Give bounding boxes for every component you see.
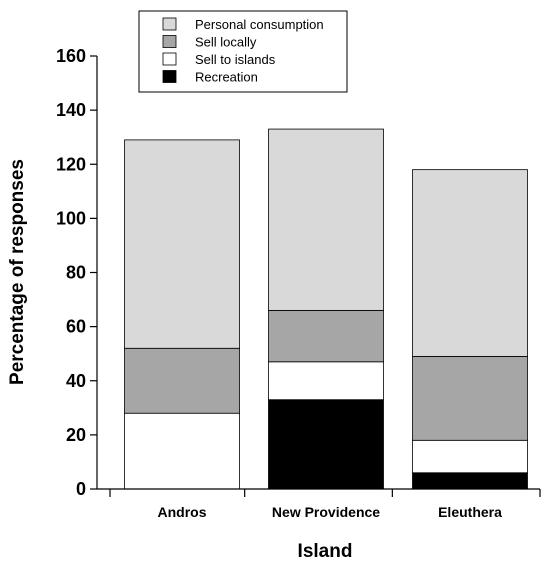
bar-andros-personal-consumption	[124, 139, 240, 349]
bar-new-providence-personal-consumption	[268, 128, 384, 311]
legend-label-sell-to-islands: Sell to islands	[195, 52, 276, 67]
legend-label-sell-locally: Sell locally	[195, 35, 257, 50]
legend: Personal consumption Sell locally Sell to …	[138, 10, 348, 93]
x-tick-label-new-providence: New Providence	[272, 504, 380, 520]
x-tick-label-eleuthera: Eleuthera	[438, 504, 502, 520]
y-tick-label: 160	[56, 46, 86, 66]
y-tick-label: 0	[76, 479, 86, 499]
bar-new-providence-sell-to-islands	[268, 361, 384, 401]
legend-label-recreation: Recreation	[195, 70, 258, 85]
legend-swatch-personal-consumption	[162, 17, 177, 31]
legend-swatch-recreation	[162, 70, 177, 83]
y-axis: 0 20 40 60 80 100 120 140 160	[56, 46, 98, 499]
bar-eleuthera-personal-consumption	[412, 169, 528, 357]
y-tick-label: 60	[66, 317, 86, 337]
bars	[124, 128, 528, 490]
y-axis-title: Percentage of responses	[7, 159, 28, 385]
bar-andros-sell-to-islands	[124, 412, 240, 490]
legend-label-personal-consumption: Personal consumption	[195, 17, 324, 32]
y-tick-label: 140	[56, 100, 86, 120]
bar-eleuthera-sell-to-islands	[412, 439, 528, 474]
y-tick-label: 120	[56, 154, 86, 174]
bar-andros-sell-locally	[124, 347, 240, 414]
y-tick-label: 100	[56, 208, 86, 228]
y-tick-label: 20	[66, 425, 86, 445]
legend-swatch-sell-to-islands	[162, 52, 177, 66]
legend-swatch-sell-locally	[162, 35, 177, 48]
x-axis: Andros New Providence Eleuthera	[97, 488, 541, 520]
bar-eleuthera-sell-locally	[412, 355, 528, 441]
x-tick-label-andros: Andros	[158, 504, 207, 520]
y-tick-label: 40	[66, 371, 86, 391]
bar-new-providence-recreation	[268, 399, 384, 490]
y-tick-label: 80	[66, 263, 86, 283]
x-axis-title: Island	[298, 541, 353, 562]
bar-eleuthera-recreation	[412, 472, 528, 490]
bar-new-providence-sell-locally	[268, 309, 384, 363]
